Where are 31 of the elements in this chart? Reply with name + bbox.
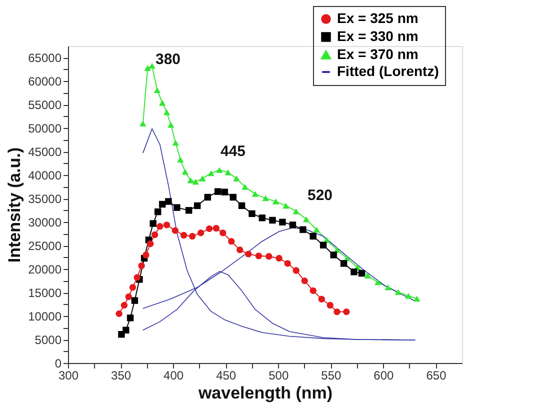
- x-tick-label: 300: [58, 368, 79, 382]
- x-tick-label: 450: [216, 368, 236, 382]
- y-tick-label: 65000: [28, 51, 62, 66]
- annotation: 520: [307, 187, 333, 204]
- legend-label: Fitted (Lorentz): [337, 63, 439, 79]
- y-tick-label: 45000: [28, 145, 62, 160]
- y-tick-label: 5000: [34, 333, 62, 348]
- annotation: 445: [220, 143, 246, 160]
- y-tick-label: 25000: [28, 239, 62, 254]
- legend-label: Ex = 370 nm: [337, 46, 418, 62]
- x-tick-label: 550: [321, 368, 342, 382]
- y-axis-title: Intensity (a.u.): [5, 147, 24, 263]
- y-tick-label: 30000: [28, 216, 62, 230]
- y-tick-label: 55000: [28, 98, 62, 112]
- legend-label: Ex = 330 nm: [337, 28, 418, 44]
- x-tick-label: 400: [164, 368, 184, 382]
- y-tick-label: 10000: [28, 310, 62, 324]
- y-tick-label: 20000: [28, 262, 62, 277]
- x-tick-label: 650: [426, 368, 447, 382]
- y-tick-label: 0: [54, 356, 62, 370]
- x-tick-label: 600: [374, 368, 394, 382]
- x-axis-title: wavelength (nm): [197, 384, 333, 402]
- y-tick-label: 35000: [28, 192, 62, 206]
- y-tick-label: 40000: [28, 168, 62, 183]
- y-tick-label: 60000: [28, 74, 62, 89]
- annotation: 380: [155, 51, 181, 68]
- y-tick-label: 15000: [28, 286, 62, 300]
- y-tick-label: 50000: [28, 122, 62, 136]
- x-tick-label: 350: [111, 368, 132, 382]
- legend-label: Ex = 325 nm: [337, 10, 418, 26]
- x-tick-label: 500: [268, 368, 289, 382]
